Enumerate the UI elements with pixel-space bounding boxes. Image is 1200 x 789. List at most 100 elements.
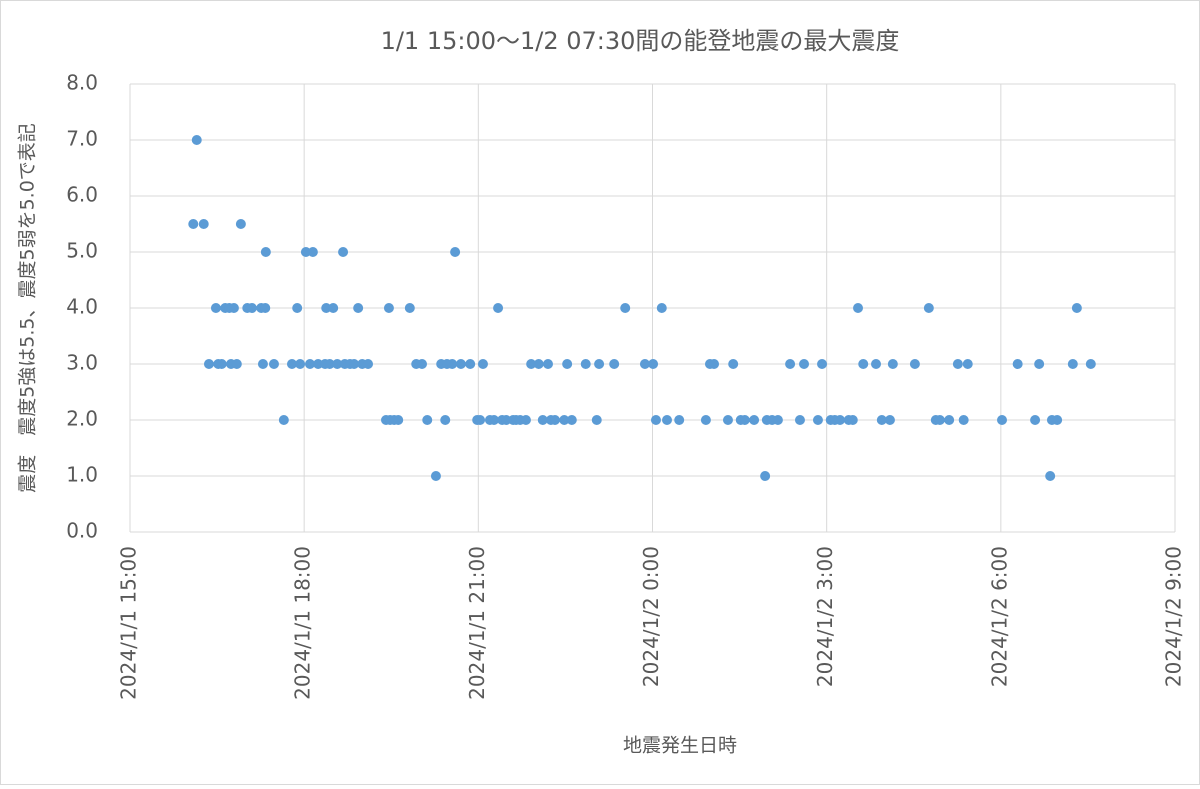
point (260, 247, 271, 257)
point (422, 415, 433, 425)
point (772, 415, 783, 425)
point (417, 359, 428, 369)
point (785, 359, 796, 369)
point (295, 359, 306, 369)
y-tick-label: 0.0 (66, 519, 98, 543)
point (566, 415, 577, 425)
x-tick-label: 2024/1/1 15:00 (117, 546, 141, 700)
y-tick-label: 4.0 (66, 295, 98, 319)
chart-title: 1/1 15:00～1/2 07:30間の能登地震の最大震度 (381, 27, 900, 55)
y-tick-label: 6.0 (66, 183, 98, 207)
point (353, 303, 364, 313)
point (210, 303, 221, 313)
point (656, 303, 667, 313)
point (662, 415, 673, 425)
point (203, 359, 214, 369)
point (674, 415, 685, 425)
point (1052, 415, 1063, 425)
point (853, 303, 864, 313)
point (198, 219, 209, 229)
point (962, 359, 973, 369)
point (996, 415, 1007, 425)
point (300, 247, 311, 257)
point (324, 359, 335, 369)
x-tick-label: 2024/1/1 18:00 (291, 546, 315, 700)
x-tick-label: 2024/1/2 9:00 (1162, 546, 1186, 687)
point (257, 359, 268, 369)
point (559, 415, 570, 425)
point (620, 303, 631, 313)
point (268, 359, 279, 369)
point (549, 415, 560, 425)
point (363, 359, 374, 369)
y-tick-label: 5.0 (66, 239, 98, 263)
point (235, 219, 246, 229)
point (709, 359, 720, 369)
point (722, 415, 733, 425)
point (393, 415, 404, 425)
point (520, 415, 531, 425)
point (817, 359, 828, 369)
point (231, 359, 242, 369)
x-axis-label: 地震発生日時 (623, 735, 737, 757)
point (760, 471, 771, 481)
point (887, 359, 898, 369)
point (493, 303, 504, 313)
point (1034, 359, 1045, 369)
point (349, 359, 360, 369)
point (450, 247, 461, 257)
point (958, 415, 969, 425)
point (216, 359, 227, 369)
point (591, 415, 602, 425)
point (871, 359, 882, 369)
point (383, 303, 394, 313)
point (739, 415, 750, 425)
point (858, 359, 869, 369)
point (489, 415, 500, 425)
point (639, 359, 650, 369)
point (562, 359, 573, 369)
point (455, 359, 466, 369)
point (501, 415, 512, 425)
point (307, 247, 318, 257)
point (328, 303, 339, 313)
point (430, 471, 441, 481)
point (944, 415, 955, 425)
point (440, 415, 451, 425)
point (1071, 303, 1082, 313)
y-tick-label: 2.0 (66, 407, 98, 431)
y-tick-label: 1.0 (66, 463, 98, 487)
point (313, 359, 324, 369)
point (884, 415, 895, 425)
point (1045, 471, 1056, 481)
point (923, 303, 934, 313)
point (321, 303, 332, 313)
point (609, 359, 620, 369)
point (749, 415, 760, 425)
point (835, 415, 846, 425)
point (1067, 359, 1078, 369)
point (332, 359, 343, 369)
y-axis-label: 震度 震度5強は5.5、震度5弱を5.0で表記 (17, 123, 39, 493)
point (876, 415, 887, 425)
point (188, 219, 199, 229)
x-tick-label: 2024/1/2 0:00 (639, 546, 663, 687)
point (934, 415, 945, 425)
point (580, 359, 591, 369)
x-tick-label: 2024/1/1 21:00 (465, 546, 489, 700)
point (648, 359, 659, 369)
point (465, 359, 476, 369)
point (404, 303, 415, 313)
point (794, 415, 805, 425)
point (526, 359, 537, 369)
point (909, 359, 920, 369)
point (260, 303, 271, 313)
point (847, 415, 858, 425)
point (728, 359, 739, 369)
point (338, 247, 349, 257)
point (477, 359, 488, 369)
point (543, 359, 553, 369)
point (1085, 359, 1096, 369)
y-tick-label: 3.0 (66, 351, 98, 375)
point (952, 359, 963, 369)
